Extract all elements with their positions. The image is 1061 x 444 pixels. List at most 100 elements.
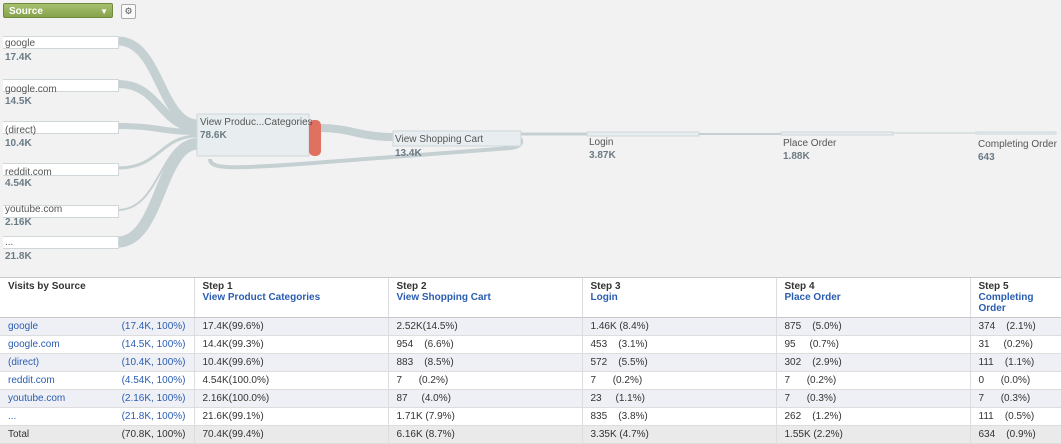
step-value: 78.6K [200,130,227,141]
source-value: 10.4K [5,138,32,149]
source-cell: reddit.com (4.54K, 100%) [0,371,194,390]
header-step-link[interactable]: Place Order [784,292,841,303]
flow-ribbon [117,36,199,129]
source-total: (2.16K, 100%) [121,393,186,404]
source-cell: (direct) (10.4K, 100%) [0,353,194,372]
source-total: (14.5K, 100%) [121,339,186,350]
step5-cell: 31 (0.2%) [969,335,1061,354]
source-link[interactable]: reddit.com [8,375,55,386]
source-value: 4.54K [5,178,32,189]
source-dropdown[interactable]: Source ▼ [3,3,113,18]
source-link[interactable]: (direct) [8,357,40,368]
header-step-link[interactable]: View Shopping Cart [396,292,491,303]
step2-cell: 2.52K(14.5%) [387,317,582,336]
toolbar: Source ▼ ⚙ [0,0,1061,24]
step1-cell: 21.6K(99.1%) [193,407,388,426]
source-total: (10.4K, 100%) [121,357,186,368]
flow-svg [117,36,1057,248]
header-title: Visits by Source [8,281,86,292]
step1-dropoff [309,120,321,156]
table-header-row: Visits by Source Step 1 View Product Cate… [0,277,1061,318]
table-row: youtube.com (2.16K, 100%) 2.16K(100.0%) 8… [0,389,1061,408]
header-step5: Step 5 Completing Order [969,277,1061,318]
step2-cell: 6.16K (8.7%) [387,425,582,444]
flow-ribbon [117,123,199,135]
header-title: Step 3 [590,281,621,292]
table-total-row: Total (70.8K, 100%) 70.4K(99.4%) 6.16K (8… [0,425,1061,444]
step-value: 1.88K [783,151,810,162]
flow-ribbon [117,134,199,170]
step1-cell: 17.4K(99.6%) [193,317,388,336]
step2-cell: 883 (8.5%) [387,353,582,372]
step3-cell: 453 (3.1%) [581,335,776,354]
source-total: (21.8K, 100%) [121,411,186,422]
source-node[interactable] [3,121,119,134]
source-label: google [5,38,36,49]
step2-node [392,130,522,147]
step5-cell: 111 (0.5%) [969,407,1061,426]
step5-cell: 111 (1.1%) [969,353,1061,372]
header-step3: Step 3 Login [581,277,776,318]
source-value: 14.5K [5,96,32,107]
step1-cell: 70.4K(99.4%) [193,425,388,444]
step2-cell: 954 (6.6%) [387,335,582,354]
table-row: google.com (14.5K, 100%) 14.4K(99.3%) 954… [0,335,1061,354]
table-row: reddit.com (4.54K, 100%) 4.54K(100.0%) 7 … [0,371,1061,390]
source-node[interactable] [3,205,119,218]
header-title: Step 5 [978,281,1009,292]
step-label: Place Order [783,138,837,149]
source-label: ... [5,237,14,248]
step3-cell: 835 (3.8%) [581,407,776,426]
header-step4: Step 4 Place Order [775,277,970,318]
source-node[interactable] [3,163,119,176]
step1-cell: 4.54K(100.0%) [193,371,388,390]
chevron-down-icon: ▼ [100,7,108,16]
funnel-table: Visits by Source Step 1 View Product Cate… [0,277,1061,444]
step-label: View Shopping Cart [395,134,484,145]
source-label: reddit.com [5,167,52,178]
header-step1: Step 1 View Product Categories [193,277,388,318]
gear-icon: ⚙ [124,6,133,16]
source-node[interactable] [3,36,119,49]
source-cell: google (17.4K, 100%) [0,317,194,336]
step5-cell: 634 (0.9%) [969,425,1061,444]
step-label: Completing Order [978,139,1057,150]
source-link[interactable]: google.com [8,339,60,350]
step1-cell: 10.4K(99.6%) [193,353,388,372]
step-label: Login [589,137,614,148]
step1-cell: 14.4K(99.3%) [193,335,388,354]
step4-cell: 302 (2.9%) [775,353,970,372]
step4-cell: 7 (0.2%) [775,371,970,390]
source-node[interactable] [3,79,119,92]
step4-cell: 1.55K (2.2%) [775,425,970,444]
source-label: (direct) [5,125,37,136]
step4-node [780,131,894,136]
source-cell: google.com (14.5K, 100%) [0,335,194,354]
total-label: Total [8,429,30,440]
total-value: (70.8K, 100%) [121,429,186,440]
source-link[interactable]: google [8,321,39,332]
table-row: google (17.4K, 100%) 17.4K(99.6%) 2.52K(1… [0,317,1061,336]
header-step-link[interactable]: View Product Categories [202,292,321,303]
step4-cell: 7 (0.3%) [775,389,970,408]
source-link[interactable]: ... [8,411,17,422]
header-step-link[interactable]: Completing Order [978,292,1034,314]
step-value: 13.4K [395,148,422,159]
total-cell: Total (70.8K, 100%) [0,425,194,444]
source-label: youtube.com [5,204,63,215]
source-node[interactable] [3,236,119,249]
step1-node [196,113,310,157]
header-title: Step 1 [202,281,233,292]
source-cell: ... (21.8K, 100%) [0,407,194,426]
header-step-link[interactable]: Login [590,292,618,303]
step4-cell: 262 (1.2%) [775,407,970,426]
flow-ribbon [117,80,199,132]
table-row: (direct) (10.4K, 100%) 10.4K(99.6%) 883 (… [0,353,1061,372]
step5-cell: 0 (0.0%) [969,371,1061,390]
settings-button[interactable]: ⚙ [121,4,136,19]
source-link[interactable]: youtube.com [8,393,66,404]
step4-cell: 95 (0.7%) [775,335,970,354]
table-row: ... (21.8K, 100%) 21.6K(99.1%) 1.71K (7.9… [0,407,1061,426]
step5-node [975,131,1057,135]
step3-cell: 23 (1.1%) [581,389,776,408]
